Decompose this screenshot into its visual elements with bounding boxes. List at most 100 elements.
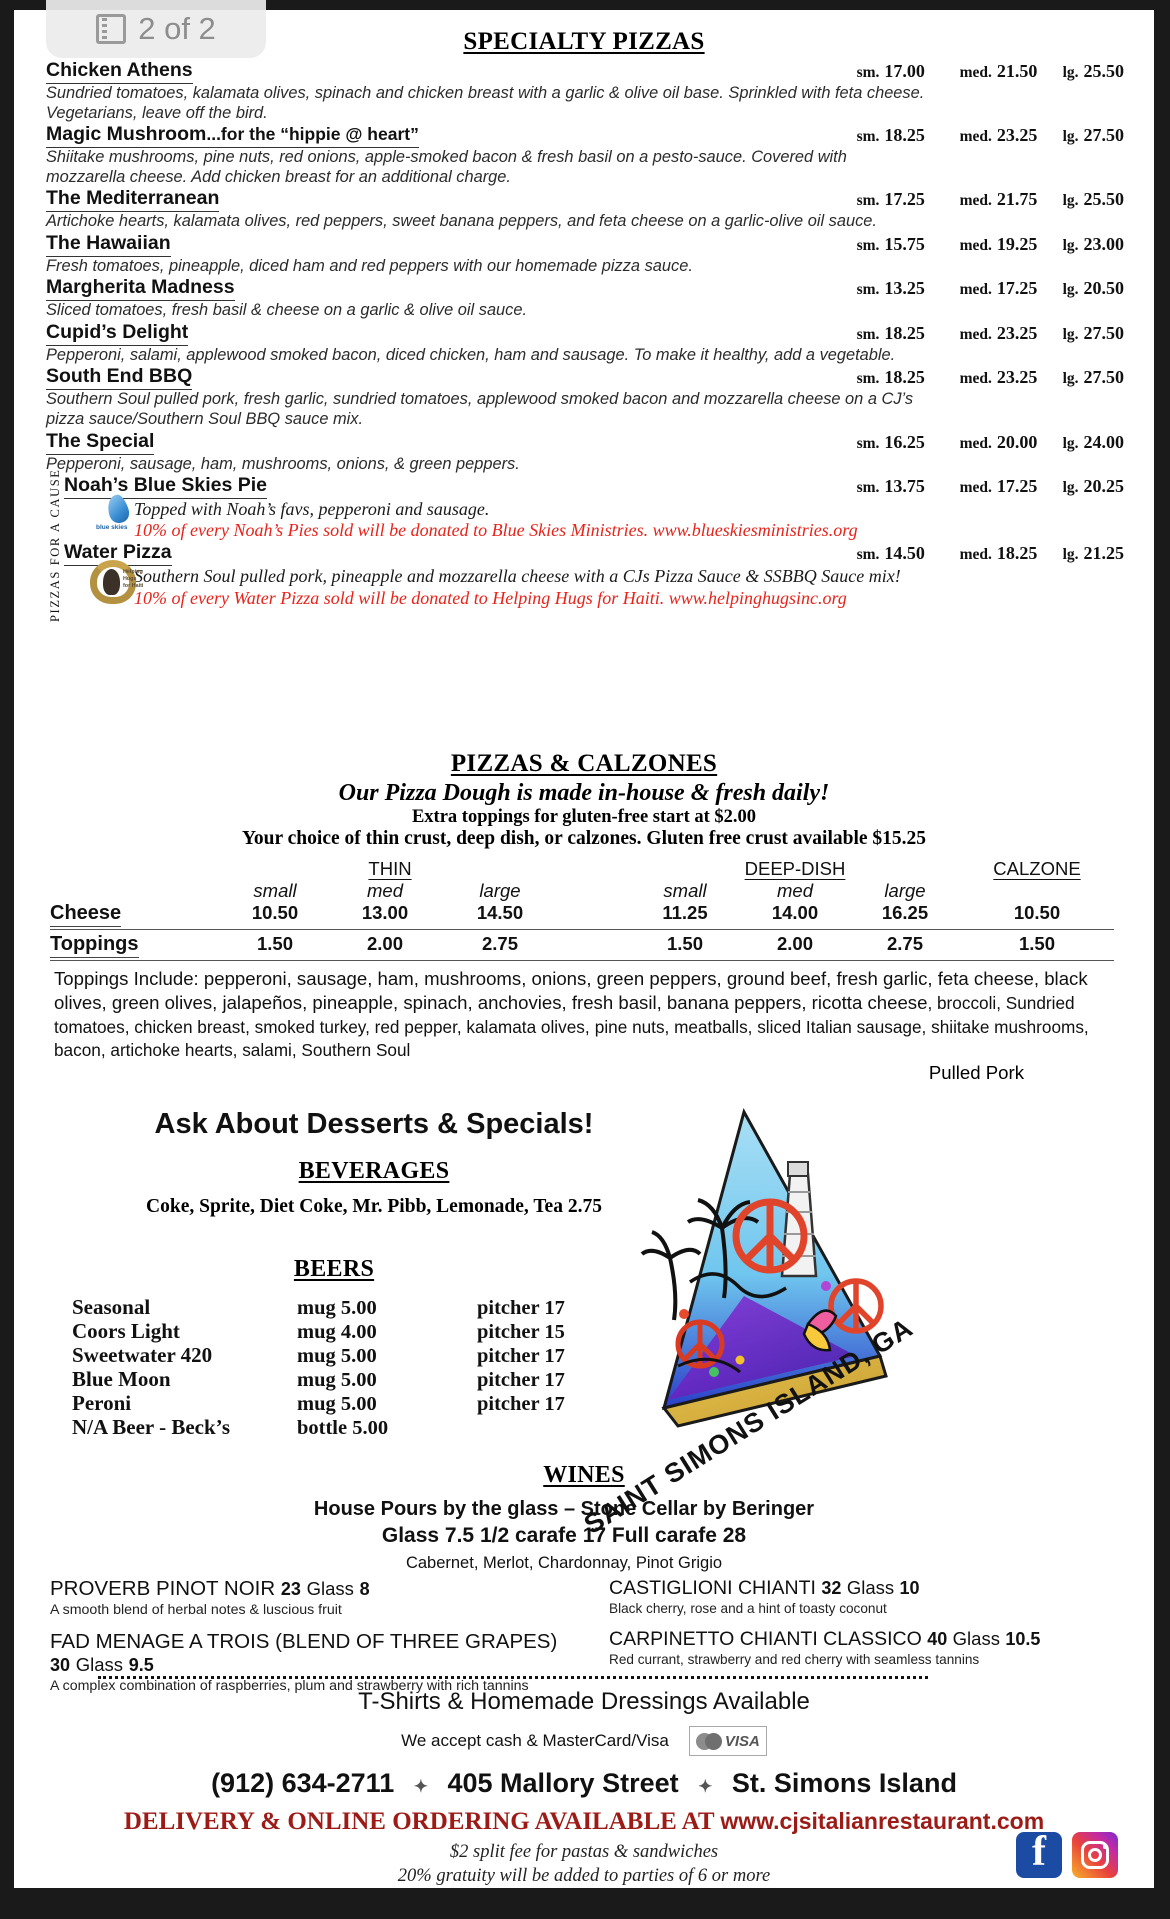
street-address: 405 Mallory Street [447,1768,679,1798]
price-row: sm. 14.50 med. 18.25 lg. 21.25 [856,543,1124,564]
pizza-description: Sundried tomatoes, kalamata olives, spin… [46,83,925,122]
pizza-description: Southern Soul pulled pork, pineapple and… [134,566,901,587]
pizza-name: Margherita Madness [46,277,235,302]
beer-pitcher-price: pitcher 17 [477,1392,565,1415]
pizza-name: Noah’s Blue Skies Pie [64,474,268,500]
thin-small-price: 10.50 [251,902,299,923]
wine-glass-price: 9.5 [128,1654,154,1675]
price-row: sm. 18.25 med. 23.25 lg. 27.50 [856,125,1124,146]
crust-deepdish-header: DEEP-DISH [744,858,846,879]
wine-entry: CASTIGLIONI CHIANTI 32 Glass 10 Black che… [609,1577,1140,1617]
pizza-description: Pepperoni, salami, applewood smoked baco… [46,345,896,364]
wine-glass-price: 10 [899,1578,920,1598]
beer-name: Coors Light [72,1318,180,1343]
price-row: sm. 17.00 med. 21.50 lg. 25.50 [856,61,1124,81]
beer-pitcher-price: pitcher 17 [477,1297,565,1319]
website-url[interactable]: www.cjsitalianrestaurant.com [720,1808,1045,1834]
price-row: sm. 13.75 med. 17.25 lg. 20.25 [856,476,1124,497]
pizza-name: Cupid’s Delight [46,321,189,346]
deep-small-price: 1.50 [666,933,703,954]
specialty-pizzas-heading: SPECIALTY PIZZAS [463,28,705,55]
toppings-line-2: fresh garlic, feta cheese, black olives,… [54,968,1088,1013]
deep-small-price: 11.25 [662,902,708,923]
row-label: Cheese [50,902,122,927]
beer-row: N/A Beer - Beck’s bottle 5.00 [72,1414,682,1440]
separator-icon-1: ✦ [413,1777,428,1796]
delivery-prefix: DELIVERY & ONLINE ORDERING AVAILABLE AT [123,1808,721,1835]
pizza-description: Fresh tomatoes, pineapple, diced ham and… [46,256,693,275]
wine-description: A complex combination of raspberries, pl… [50,1677,529,1694]
thin-large-price: 2.75 [481,933,518,954]
facebook-icon[interactable] [1016,1828,1062,1878]
beer-row: Blue Moon mug 5.00 pitcher 17 [72,1366,682,1392]
pizza-description: Sliced tomatoes, fresh basil & cheese on… [46,301,528,320]
wine-glass-price: 8 [359,1579,370,1599]
cause-pizza-item: blue skies Noah’s Blue Skies Pie sm. 13.75 m… [46,474,1124,541]
pizza-item: The Hawaiian sm. 15.75 med. 19.25 lg. 23.00 Fre… [46,232,1124,277]
price-row: sm. 17.25 med. 21.75 lg. 25.50 [856,189,1124,210]
pizzas-and-calzones-section: PIZZAS & CALZONES Our Pizza Dough is mad… [14,750,1154,1084]
wine-glass-price: 10.5 [1005,1629,1041,1650]
donation-note: 10% of every Noah’s Pies sold will be do… [134,520,858,541]
beer-name: Blue Moon [72,1366,171,1391]
phone-number[interactable]: (912) 634-2711 [211,1768,395,1798]
price-row: sm. 13.25 med. 17.25 lg. 20.50 [856,278,1124,299]
beer-row: Seasonal mug 5.00 pitcher 17 [72,1296,682,1320]
desserts-specials-line: Ask About Desserts & Specials! [154,1108,594,1140]
beers-list: Seasonal mug 5.00 pitcher 17 Coors Light mug… [72,1296,682,1440]
pizza-name: The Hawaiian [46,232,171,257]
beer-row: Coors Light mug 4.00 pitcher 15 [72,1318,682,1344]
deep-small-header: small [663,880,707,901]
pizza-item: Chicken Athens sm. 17.00 med. 21.50 lg. 25.50 S… [46,59,1124,123]
toppings-line-1: pepperoni, sausage, ham, mushrooms, onio… [203,968,832,989]
pizza-name: South End BBQ [46,366,193,391]
separator-icon-2: ✦ [698,1777,713,1796]
price-row: sm. 15.75 med. 19.25 lg. 23.00 [856,233,1124,254]
thin-large-price: 14.50 [476,902,524,923]
thin-small-header: small [253,880,297,901]
calzone-price: 1.50 [1018,933,1055,954]
deep-large-price: 2.75 [886,933,923,954]
beverages-heading: BEVERAGES [298,1158,450,1184]
wine-glass-label: Glass [306,1578,354,1599]
wine-name: PROVERB PINOT NOIR 23 Glass 8 [50,1577,370,1600]
deep-med-header: med [777,880,813,901]
blue-skies-logo: blue skies [94,492,146,533]
beverages-list: Coke, Sprite, Diet Coke, Mr. Pibb, Lemon… [146,1196,602,1217]
specialty-pizzas-list: Chicken Athens sm. 17.00 med. 21.50 lg. 25.50 S… [46,59,1124,610]
wine-bottle-price: 30 [50,1654,71,1675]
dough-tagline: Our Pizza Dough is made in-house & fresh… [338,780,830,806]
pizza-slice-illustration: SAINT SIMONS ISLAND, GA [579,1108,934,1540]
pizza-name: The Mediterranean [46,188,220,213]
thin-small-price: 1.50 [256,933,293,954]
dotted-divider [98,1676,928,1679]
wine-glass-label: Glass [75,1653,124,1675]
wine-description: Red currant, strawberry and red cherry w… [609,1651,980,1667]
pizza-item: South End BBQ sm. 18.25 med. 23.25 lg. 27.50 So… [46,366,1124,429]
deep-large-price: 16.25 [881,902,929,923]
house-pours-prices: Glass 7.5 1/2 carafe 17 Full carafe 28 [381,1524,747,1547]
beer-name: Sweetwater 420 [72,1342,213,1367]
split-fee-note: $2 split fee for pastas & sandwiches [449,1842,719,1862]
instagram-icon[interactable] [1072,1832,1118,1878]
price-row: sm. 18.25 med. 23.25 lg. 27.50 [856,322,1124,343]
beer-row: Sweetwater 420 mug 5.00 pitcher 17 [72,1342,682,1368]
beer-name: Peroni [72,1390,132,1415]
beers-heading: BEERS [293,1256,375,1282]
pizza-item: Magic Mushroom...for the “hippie @ heart… [46,123,1124,187]
pizza-item: The Special sm. 16.25 med. 20.00 lg. 24.00 Pepp… [46,430,1124,475]
price-table-row: Cheese 10.50 13.00 14.50 11.25 14.00 16.25 10.5… [50,902,1114,927]
wine-description: A smooth blend of herbal notes & lusciou… [50,1601,342,1618]
crust-choice-note: Your choice of thin crust, deep dish, or… [241,828,927,849]
toppings-line-4: pine nuts, meatballs, sliced Italian sau… [54,1016,1089,1061]
card-logos: VISA [688,1726,767,1756]
pizza-description: Topped with Noah’s favs, pepperoni and s… [134,499,490,520]
beer-name: N/A Beer - Beck’s [72,1414,231,1439]
page-indicator: 2 of 2 [46,0,266,58]
wine-name: CARPINETTO CHIANTI CLASSICO 40 Glass 10.… [609,1628,1041,1651]
pizza-price-table: THIN DEEP-DISH CALZONE small med large s… [50,858,1114,961]
wine-column-right: CASTIGLIONI CHIANTI 32 Glass 10 Black che… [609,1577,1140,1707]
gratuity-note: 20% gratuity will be added to parties of… [397,1866,771,1886]
